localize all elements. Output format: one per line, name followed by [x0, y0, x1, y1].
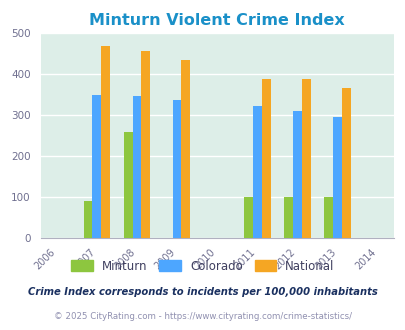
Bar — [83, 201, 92, 238]
Title: Minturn Violent Crime Index: Minturn Violent Crime Index — [89, 13, 344, 28]
Bar — [141, 51, 150, 238]
Text: Crime Index corresponds to incidents per 100,000 inhabitants: Crime Index corresponds to incidents per… — [28, 287, 377, 297]
Bar — [243, 197, 252, 238]
Bar — [301, 79, 310, 238]
Bar — [92, 95, 101, 238]
Bar — [181, 60, 190, 238]
Bar — [341, 88, 350, 238]
Bar — [132, 96, 141, 238]
Bar — [284, 197, 292, 238]
Legend: Minturn, Colorado, National: Minturn, Colorado, National — [66, 255, 339, 278]
Bar — [292, 111, 301, 238]
Bar — [172, 100, 181, 238]
Bar — [333, 117, 341, 238]
Bar — [261, 79, 270, 238]
Text: © 2025 CityRating.com - https://www.cityrating.com/crime-statistics/: © 2025 CityRating.com - https://www.city… — [54, 312, 351, 321]
Bar — [252, 106, 261, 238]
Bar — [101, 46, 110, 238]
Bar — [324, 197, 333, 238]
Bar — [124, 132, 132, 238]
